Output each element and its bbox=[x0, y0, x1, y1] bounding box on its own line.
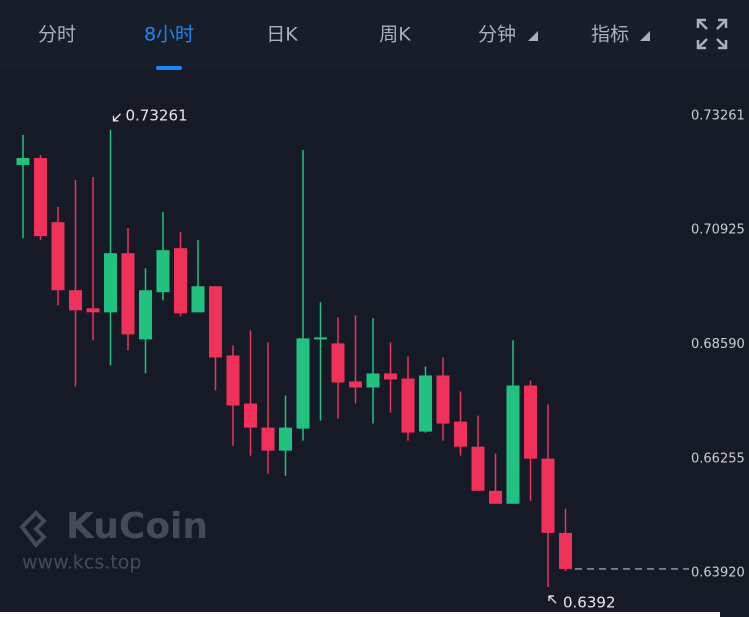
min-label: 0.6392 bbox=[563, 594, 616, 612]
body bbox=[121, 253, 135, 335]
body bbox=[69, 290, 82, 311]
y-tick-label: 0.68590 bbox=[691, 337, 745, 352]
tab[interactable]: 8小时 bbox=[144, 24, 194, 46]
fullscreen-icon[interactable] bbox=[696, 18, 728, 50]
tabs: 分时 8小时 日K 周K 分钟 指标 bbox=[38, 24, 629, 70]
dropdown-icon bbox=[528, 31, 538, 41]
y-tick-label: 0.70925 bbox=[691, 223, 745, 238]
dropdown-icon bbox=[640, 31, 650, 41]
y-tick-label: 0.66255 bbox=[691, 451, 745, 466]
body bbox=[419, 375, 432, 432]
arrow bbox=[112, 113, 121, 122]
arrow bbox=[548, 595, 557, 604]
body bbox=[209, 286, 222, 358]
y-tick-label: 0.63920 bbox=[691, 566, 745, 581]
body bbox=[279, 427, 292, 451]
active-underline bbox=[156, 66, 182, 70]
watermark: KuCoin www.kcs.top bbox=[19, 506, 208, 574]
body bbox=[156, 250, 170, 293]
body bbox=[506, 385, 520, 504]
body bbox=[541, 458, 555, 533]
tab[interactable]: 日K bbox=[266, 24, 298, 46]
max-label: 0.73261 bbox=[126, 106, 188, 124]
body bbox=[401, 378, 415, 433]
body bbox=[104, 253, 117, 313]
body bbox=[454, 421, 467, 447]
body bbox=[16, 157, 30, 165]
tab[interactable]: 分钟 bbox=[478, 24, 516, 46]
body bbox=[86, 308, 100, 313]
body bbox=[139, 290, 152, 340]
tab[interactable]: 周K bbox=[379, 24, 411, 46]
body bbox=[559, 532, 572, 569]
tab-bar bbox=[0, 0, 749, 70]
body bbox=[489, 490, 502, 504]
body bbox=[244, 403, 257, 428]
body bbox=[174, 248, 187, 314]
body bbox=[384, 373, 397, 380]
logo bbox=[19, 510, 47, 549]
body bbox=[34, 157, 47, 237]
body bbox=[226, 355, 240, 406]
body bbox=[296, 338, 310, 429]
body bbox=[366, 373, 380, 388]
watermark-site: www.kcs.top bbox=[22, 552, 141, 574]
body bbox=[314, 337, 327, 340]
watermark-brand: KuCoin bbox=[66, 506, 208, 547]
y-tick-label: 0.73261 bbox=[691, 108, 745, 123]
body bbox=[261, 427, 275, 451]
chart: 0.73261 0.70925 0.68590 0.66255 0.63920 0.732… bbox=[16, 106, 745, 612]
body bbox=[471, 446, 485, 491]
body bbox=[349, 381, 362, 388]
body bbox=[331, 343, 345, 383]
tab[interactable]: 分时 bbox=[38, 24, 76, 46]
tab[interactable]: 指标 bbox=[591, 24, 629, 46]
body bbox=[524, 385, 537, 459]
bottom-strip bbox=[0, 612, 720, 617]
body bbox=[51, 222, 65, 291]
body bbox=[191, 286, 205, 313]
body bbox=[436, 375, 450, 424]
